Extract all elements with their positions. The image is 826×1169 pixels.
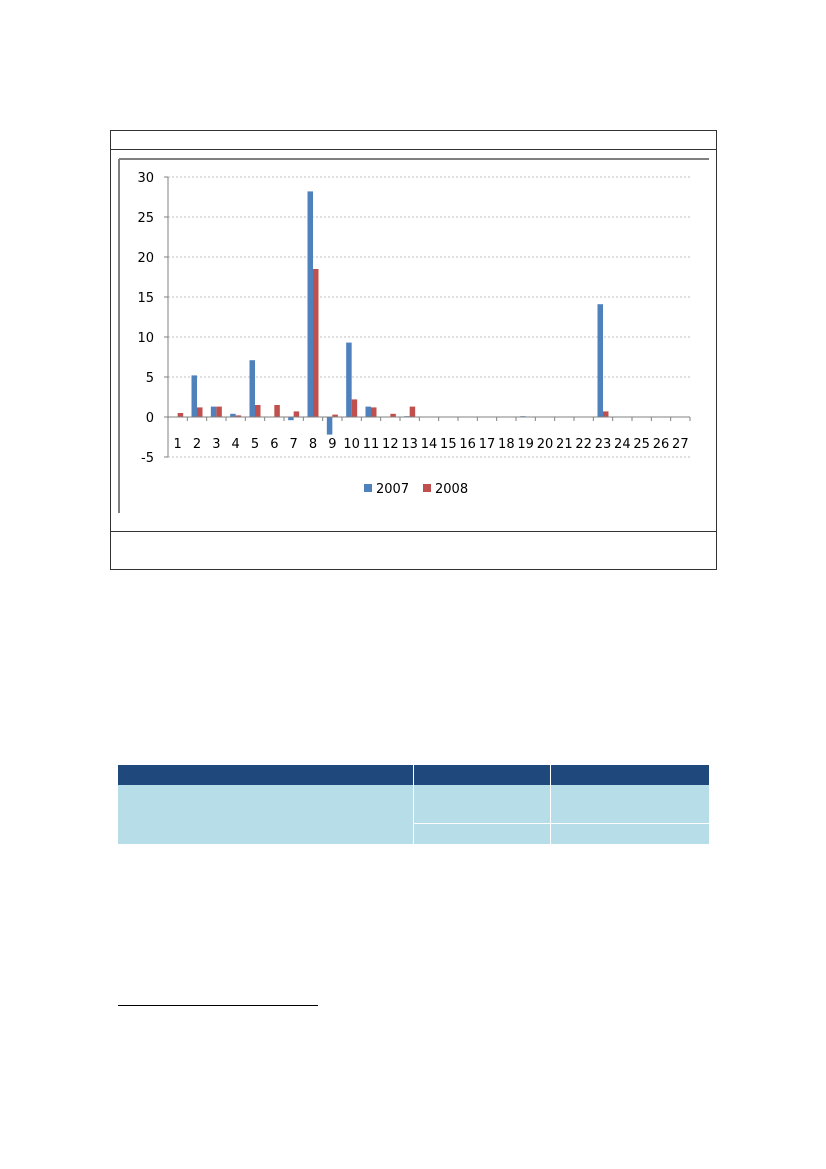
bar-2008-1 [177,413,184,417]
x-tick-label: 1 [174,437,182,452]
legend-swatch-2007 [364,484,372,492]
bar-2008-23 [603,411,609,417]
y-tick-label: -5 [141,451,154,466]
frame-caption-divider [111,149,716,150]
bar-2007-5 [249,360,255,417]
legend-label: 2008 [435,482,468,497]
x-tick-label: 20 [537,437,554,452]
y-tick-label: 20 [137,251,154,266]
x-tick-label: 14 [421,437,438,452]
x-tick-label: 21 [556,437,573,452]
y-tick-label: 25 [137,211,154,226]
x-tick-label: 19 [517,437,534,452]
bar-2007-10 [346,342,352,417]
x-tick-label: 2 [193,437,201,452]
x-tick-label: 22 [575,437,592,452]
bar-2008-12 [390,413,396,417]
table-column-divider [550,765,551,844]
y-tick-label: 10 [137,331,154,346]
bar-2007-23 [597,304,603,417]
x-tick-label: 12 [382,437,399,452]
legend-label: 2007 [376,482,409,497]
bar-2008-6 [274,405,280,417]
footnote-separator [118,1005,318,1006]
bar-2008-2 [197,407,203,417]
x-tick-label: 3 [212,437,220,452]
x-tick-label: 16 [459,437,476,452]
x-tick-label: 15 [440,437,457,452]
x-tick-label: 6 [270,437,278,452]
bar-2008-7 [293,411,300,417]
x-tick-label: 13 [401,437,418,452]
x-tick-label: 4 [232,437,240,452]
x-tick-label: 27 [672,437,689,452]
bar-2007-9 [326,417,333,435]
x-tick-label: 7 [290,437,298,452]
x-tick-label: 11 [363,437,380,452]
chart-frame: 30 25 20 15 10 5 0 -5 1 2 3 4 5 6 7 8 9 10 11 12 13 14 15 16 17 1… [110,130,717,570]
x-tick-label: 23 [595,437,612,452]
bar-2007-7 [288,417,294,421]
bar-2007-4 [230,413,236,417]
frame-source-divider [111,531,716,532]
x-tick-label: 8 [309,437,317,452]
data-table [118,765,709,844]
table-column-divider [413,765,414,844]
x-tick-label: 9 [328,437,336,452]
bar-2008-13 [409,406,416,417]
bar-2008-9 [332,414,338,417]
y-tick-label: 30 [137,171,154,186]
bar-2007-2 [191,375,197,417]
x-tick-label: 5 [251,437,259,452]
bar-2008-8 [313,269,319,417]
x-tick-label: 17 [479,437,496,452]
bar-2007-3 [210,406,217,417]
bar-2007-8 [307,191,313,417]
x-tick-label: 24 [614,437,631,452]
x-tick-label: 10 [343,437,360,452]
x-tick-label: 25 [633,437,650,452]
bar-2008-5 [255,405,261,417]
y-tick-label: 15 [137,291,154,306]
x-tick-label: 26 [653,437,670,452]
bar-2007-11 [365,406,371,417]
bar-2008-11 [371,407,377,417]
x-tick-label: 18 [498,437,515,452]
bar-2008-4 [235,415,242,417]
table-row-divider [413,823,709,824]
y-tick-label: 5 [146,371,154,386]
bar-2008-10 [351,399,358,417]
bar-2008-3 [216,406,222,417]
y-tick-label: 0 [146,411,154,426]
legend-swatch-2008 [423,484,431,492]
